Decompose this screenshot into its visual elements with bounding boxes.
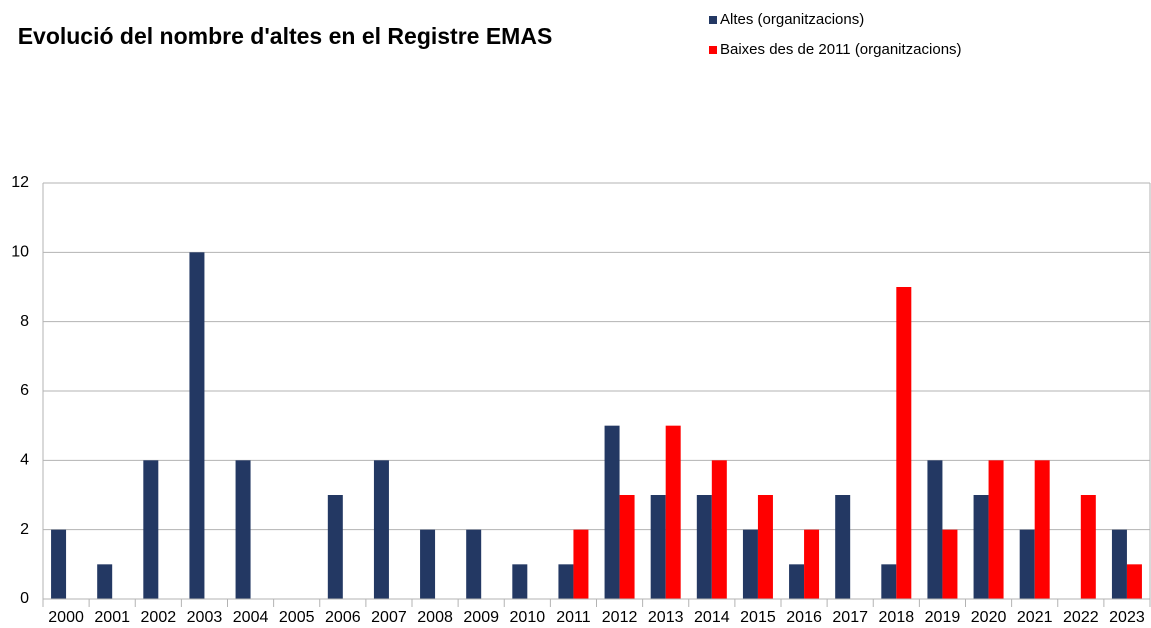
bar <box>512 564 528 599</box>
x-tick-label: 2001 <box>94 609 130 626</box>
x-tick-label: 2003 <box>187 609 223 626</box>
x-tick-label: 2005 <box>279 609 315 626</box>
bar <box>143 460 159 599</box>
bar <box>927 460 943 599</box>
x-tick-label: 2008 <box>417 609 453 626</box>
x-tick-label: 2010 <box>510 609 546 626</box>
x-tick-label: 2021 <box>1017 609 1053 626</box>
bar <box>742 529 758 599</box>
x-tick-label: 2019 <box>925 609 961 626</box>
x-tick-label: 2013 <box>648 609 684 626</box>
bar <box>835 495 851 599</box>
bar <box>881 564 897 599</box>
bar <box>466 529 482 599</box>
bar <box>1111 529 1127 599</box>
bar <box>373 460 389 599</box>
bar <box>327 495 343 599</box>
bar <box>696 495 712 599</box>
bar <box>619 495 635 599</box>
y-tick-label: 12 <box>11 174 29 191</box>
legend-label: Altes (organitzacions) <box>720 11 864 28</box>
y-tick-label: 10 <box>11 244 29 261</box>
bar <box>757 495 773 599</box>
bar <box>604 425 620 599</box>
y-tick-label: 6 <box>20 382 29 399</box>
y-tick-label: 2 <box>20 521 29 538</box>
x-tick-label: 2022 <box>1063 609 1099 626</box>
bar <box>1019 529 1035 599</box>
x-tick-label: 2004 <box>233 609 269 626</box>
x-tick-label: 2014 <box>694 609 730 626</box>
x-tick-label: 2011 <box>556 609 591 626</box>
bar <box>51 529 67 599</box>
bar <box>973 495 989 599</box>
x-tick-label: 2007 <box>371 609 407 626</box>
y-tick-label: 4 <box>20 452 29 469</box>
bar <box>896 287 912 599</box>
bar <box>711 460 727 599</box>
bar <box>665 425 681 599</box>
bar <box>988 460 1004 599</box>
bar <box>420 529 436 599</box>
bar <box>1034 460 1050 599</box>
x-tick-label: 2006 <box>325 609 361 626</box>
bar <box>650 495 666 599</box>
x-tick-label: 2020 <box>971 609 1007 626</box>
x-tick-label: 2016 <box>786 609 822 626</box>
bar <box>789 564 805 599</box>
bar <box>235 460 251 599</box>
bar <box>1080 495 1096 599</box>
bar <box>97 564 113 599</box>
bar <box>942 529 958 599</box>
bar <box>804 529 820 599</box>
y-tick-label: 0 <box>20 590 29 607</box>
bar <box>573 529 589 599</box>
x-tick-label: 2015 <box>740 609 776 626</box>
x-tick-label: 2002 <box>141 609 177 626</box>
x-tick-label: 2017 <box>832 609 868 626</box>
x-tick-label: 2009 <box>463 609 499 626</box>
bar <box>558 564 574 599</box>
legend-swatch <box>709 46 717 54</box>
y-tick-label: 8 <box>20 313 29 330</box>
bar <box>189 252 205 600</box>
x-tick-label: 2000 <box>48 609 84 626</box>
chart-title: Evolució del nombre d'altes en el Regist… <box>17 23 553 49</box>
x-tick-label: 2018 <box>879 609 915 626</box>
x-tick-label: 2023 <box>1109 609 1145 626</box>
legend-swatch <box>709 16 717 24</box>
bar <box>1126 564 1142 599</box>
x-tick-label: 2012 <box>602 609 638 626</box>
legend-label: Baixes des de 2011 (organitzacions) <box>720 41 962 58</box>
